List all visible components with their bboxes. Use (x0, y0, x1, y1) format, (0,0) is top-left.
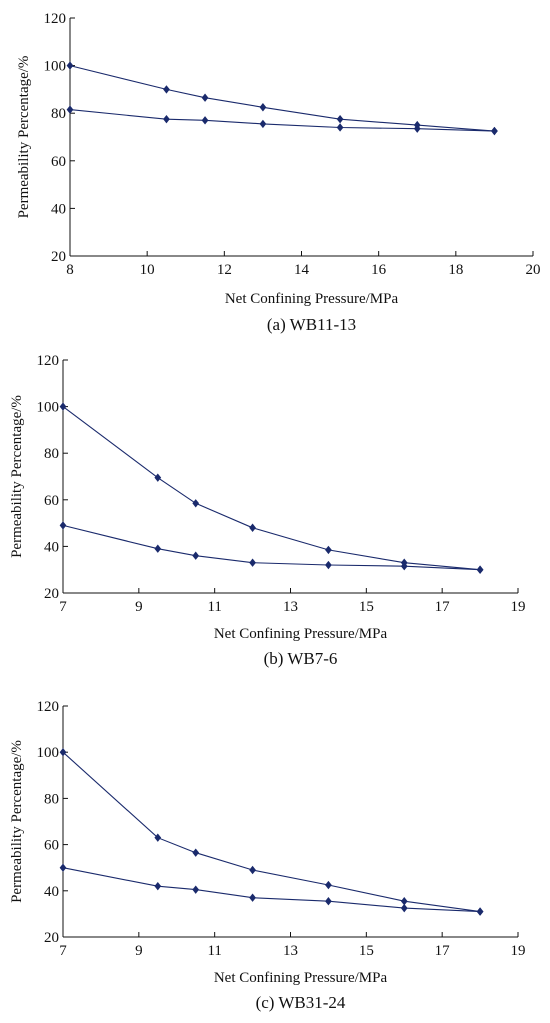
series-line-1 (69, 65, 495, 132)
x-tick-label: 8 (66, 262, 74, 278)
data-point-marker (154, 544, 162, 553)
x-tick-label: 20 (526, 262, 541, 278)
data-point-marker (154, 881, 162, 891)
series-line-1 (62, 751, 481, 913)
y-tick-label: 20 (44, 930, 59, 946)
x-tick-label: 17 (435, 599, 451, 615)
data-point-marker (249, 893, 256, 902)
y-tick-label: 40 (51, 201, 66, 217)
data-point-marker (400, 903, 408, 913)
y-tick-label: 80 (44, 446, 59, 462)
chart-panel-2: 20 40 60 80 100 120 7 9 11 13 15 17 19 Permeability P… (9, 353, 526, 668)
series-line-1 (62, 406, 481, 571)
data-point-marker (249, 558, 256, 567)
data-point-marker (59, 748, 67, 757)
data-point-marker (336, 114, 344, 124)
y-tick-label: 120 (37, 353, 60, 369)
series-line-2 (69, 109, 495, 132)
data-point-marker (259, 119, 267, 129)
x-tick-label: 13 (283, 599, 298, 615)
y-tick-label: 60 (51, 154, 66, 170)
data-point-marker (59, 521, 67, 530)
x-tick-label: 15 (359, 599, 374, 615)
y-tick-label: 100 (44, 59, 67, 75)
y-axis-label: Permeability Percentage/% (9, 740, 25, 903)
y-tick-label: 120 (37, 699, 60, 715)
data-point-marker (192, 848, 200, 857)
data-point-marker (336, 123, 344, 132)
data-point-marker (163, 114, 170, 124)
y-tick-label: 80 (51, 106, 66, 122)
data-point-marker (201, 93, 209, 102)
y-tick-label: 40 (44, 884, 59, 900)
x-tick-label: 9 (135, 943, 143, 959)
data-point-marker (192, 885, 200, 894)
y-axis-label: Permeability Percentage/% (16, 56, 32, 219)
x-tick-label: 13 (283, 943, 298, 959)
data-point-marker (66, 61, 74, 70)
data-point-marker (201, 116, 209, 125)
x-tick-label: 11 (207, 599, 221, 615)
x-tick-label: 7 (59, 599, 67, 615)
series-line-2 (62, 524, 481, 571)
y-axis-label: Permeability Percentage/% (9, 395, 25, 558)
data-point-marker (325, 896, 332, 906)
data-point-marker (325, 880, 332, 890)
data-point-marker (325, 560, 332, 570)
y-tick-label: 60 (44, 493, 59, 509)
y-tick-label: 60 (44, 838, 59, 854)
x-tick-label: 14 (294, 262, 310, 278)
y-tick-label: 20 (51, 249, 66, 265)
data-point-marker (476, 565, 484, 574)
data-point-marker (476, 907, 484, 916)
data-point-marker (163, 85, 170, 94)
x-tick-label: 19 (511, 599, 526, 615)
panel-caption: (a) WB11-13 (267, 315, 356, 334)
data-point-marker (400, 896, 408, 906)
data-point-marker (249, 523, 256, 532)
x-tick-label: 11 (207, 943, 221, 959)
data-point-marker (491, 126, 498, 136)
x-tick-label: 10 (140, 262, 155, 278)
chart-panel-1: 20 40 60 80 100 120 8 10 12 14 16 18 20 Permeability … (16, 11, 541, 334)
x-tick-label: 15 (359, 943, 374, 959)
x-tick-label: 12 (217, 262, 232, 278)
y-tick-label: 100 (37, 745, 60, 761)
x-axis-label: Net Confining Pressure/MPa (225, 291, 399, 307)
y-tick-label: 100 (37, 400, 60, 416)
y-tick-label: 40 (44, 539, 59, 555)
y-tick-label: 120 (44, 11, 67, 27)
data-point-marker (154, 473, 162, 482)
data-point-marker (59, 863, 67, 872)
y-tick-label: 80 (44, 791, 59, 807)
data-point-marker (192, 499, 200, 508)
chart-panel-3: 20 40 60 80 100 120 7 9 11 13 15 17 19 Permeability P… (9, 699, 526, 1012)
panel-caption: (b) WB7-6 (264, 649, 338, 668)
data-point-marker (154, 833, 162, 842)
data-point-marker (59, 402, 67, 411)
data-point-marker (66, 105, 74, 114)
data-point-marker (413, 124, 421, 133)
data-point-marker (325, 545, 332, 555)
data-point-marker (192, 551, 200, 560)
data-point-marker (259, 103, 267, 112)
data-point-marker (249, 865, 256, 875)
y-tick-label: 20 (44, 586, 59, 602)
x-tick-label: 18 (448, 262, 463, 278)
x-tick-label: 17 (435, 943, 451, 959)
panel-caption: (c) WB31-24 (256, 993, 346, 1012)
x-axis-label: Net Confining Pressure/MPa (214, 970, 388, 986)
x-tick-label: 7 (59, 943, 67, 959)
data-point-marker (400, 562, 408, 571)
x-tick-label: 16 (371, 262, 387, 278)
x-tick-label: 19 (511, 943, 526, 959)
x-axis-label: Net Confining Pressure/MPa (214, 626, 388, 642)
x-tick-label: 9 (135, 599, 143, 615)
